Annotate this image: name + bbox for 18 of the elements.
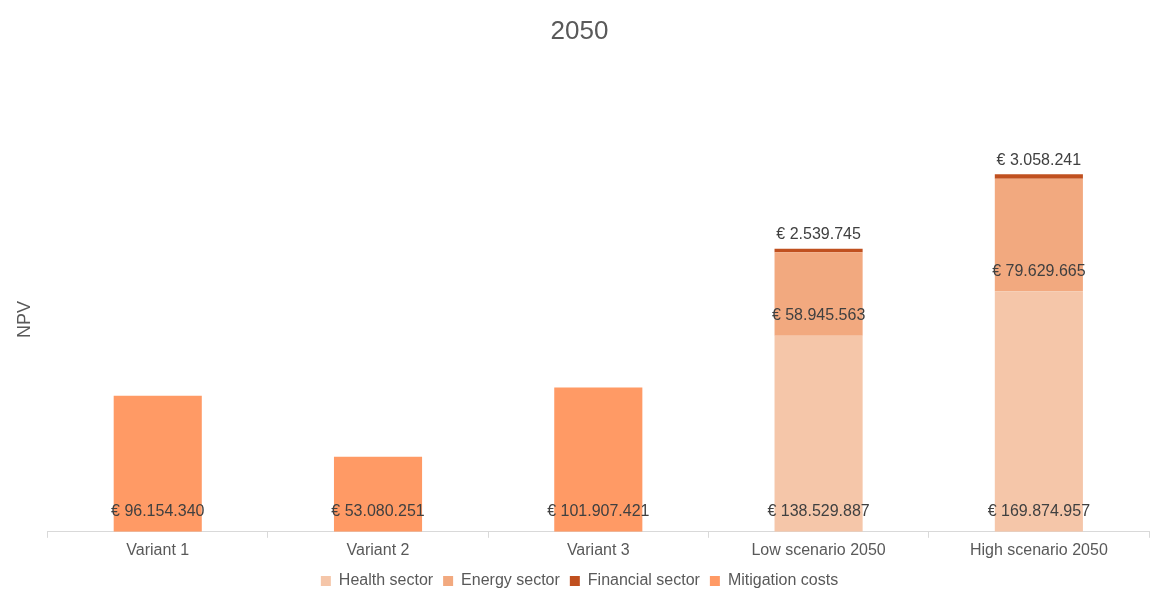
x-tick-label: Variant 2 (346, 540, 410, 558)
chart-title: 2050 (550, 14, 609, 45)
legend-label: Financial sector (587, 571, 701, 589)
legend-label: Health sector (338, 571, 434, 589)
x-tick-label: Variant 3 (566, 540, 630, 558)
x-tick-label: Variant 1 (126, 540, 190, 558)
legend-label: Energy sector (461, 571, 561, 589)
data-label: € 138.529.887 (767, 502, 870, 520)
bar (994, 174, 1083, 179)
x-tick-label: Low scenario 2050 (751, 540, 886, 558)
bar (994, 178, 1083, 292)
bar (113, 395, 202, 532)
data-label: € 169.874.957 (987, 502, 1091, 520)
y-axis-title: NPV (13, 300, 34, 339)
data-label: € 3.058.241 (996, 150, 1082, 168)
legend-label: Mitigation costs (727, 571, 839, 589)
x-tick-label: High scenario 2050 (969, 540, 1108, 558)
data-label: € 2.539.745 (776, 225, 861, 243)
